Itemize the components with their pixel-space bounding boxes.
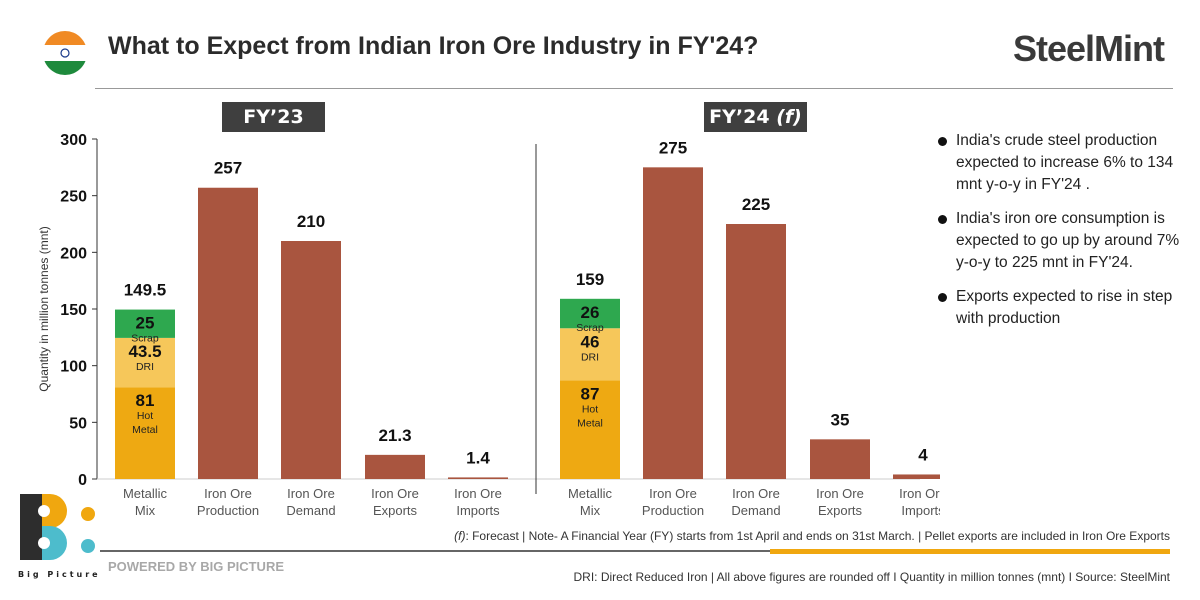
y-tick-label: 150 bbox=[60, 302, 87, 319]
segment-name-label: Hot bbox=[582, 403, 598, 415]
bar-value-label: 35 bbox=[831, 410, 850, 429]
note-item: India's crude steel production expected … bbox=[938, 130, 1188, 196]
note-item: Exports expected to rise in step with pr… bbox=[938, 286, 1188, 330]
y-tick-label: 50 bbox=[69, 415, 87, 432]
steelmint-logo: SteelMint bbox=[1012, 28, 1165, 69]
page-title: What to Expect from Indian Iron Ore Indu… bbox=[108, 32, 759, 60]
x-tick-label: Iron Ore bbox=[287, 486, 335, 501]
x-tick-label: Iron Ore bbox=[454, 486, 502, 501]
segment-name-label: Metal bbox=[577, 417, 603, 429]
x-tick-label: Iron Ore bbox=[649, 486, 697, 501]
y-tick-label: 250 bbox=[60, 189, 87, 206]
x-tick-label: Iron Ore bbox=[899, 486, 940, 501]
bar-segment-dri bbox=[115, 337, 175, 388]
x-tick-label: Metallic bbox=[568, 486, 613, 501]
x-tick-label: Exports bbox=[373, 503, 418, 518]
bar-value-label: 4 bbox=[918, 445, 928, 464]
segment-value-label: 46 bbox=[581, 332, 600, 351]
segment-value-label: 43.5 bbox=[128, 342, 161, 361]
bar-segment-dri bbox=[560, 328, 620, 381]
footer-line bbox=[100, 550, 1170, 552]
bar-segment-hot-metal bbox=[115, 387, 175, 479]
forecast-note: (f): Forecast | Note- A Financial Year (… bbox=[454, 529, 1170, 543]
bar-value-label: 225 bbox=[742, 195, 770, 214]
y-axis-label: Quantity in million tonnes (mnt) bbox=[37, 226, 51, 391]
bar-iron-ore-demand bbox=[726, 224, 786, 479]
x-tick-label: Iron Ore bbox=[371, 486, 419, 501]
segment-name-label: Metal bbox=[132, 424, 158, 436]
x-tick-label: Demand bbox=[286, 503, 335, 518]
x-tick-label: Metallic bbox=[123, 486, 168, 501]
panel-label-fy24: FY’24 (f) bbox=[704, 102, 807, 132]
y-tick-label: 0 bbox=[78, 472, 87, 489]
y-tick-label: 100 bbox=[60, 359, 87, 376]
segment-name-label: Hot bbox=[137, 410, 153, 422]
x-tick-label: Mix bbox=[580, 503, 601, 518]
segment-value-label: 25 bbox=[136, 314, 155, 333]
bar-total-label: 159 bbox=[576, 270, 604, 289]
x-tick-label: Production bbox=[197, 503, 259, 518]
bar-iron-ore-imports bbox=[893, 474, 940, 479]
x-tick-label: Exports bbox=[818, 503, 863, 518]
key-notes: India's crude steel production expected … bbox=[938, 130, 1188, 342]
bar-value-label: 210 bbox=[297, 212, 325, 231]
bar-iron-ore-production bbox=[198, 187, 258, 479]
x-tick-label: Mix bbox=[135, 503, 156, 518]
bar-chart: 0 50 100 150 200 250 300 Quantity in million to… bbox=[37, 132, 940, 518]
bar-total-label: 149.5 bbox=[124, 281, 167, 300]
segment-value-label: 81 bbox=[136, 391, 155, 410]
footer-accent-line bbox=[770, 549, 1170, 554]
bar-value-label: 275 bbox=[659, 138, 687, 157]
segment-name-label: DRI bbox=[136, 361, 154, 373]
x-tick-label: Imports bbox=[456, 503, 500, 518]
x-tick-label: Iron Ore bbox=[816, 486, 864, 501]
bar-iron-ore-demand bbox=[281, 241, 341, 479]
segment-name-label: Scrap bbox=[131, 333, 159, 345]
segment-name-label: DRI bbox=[581, 351, 599, 363]
note-item: India's iron ore consumption is expected… bbox=[938, 208, 1188, 274]
x-tick-label: Production bbox=[642, 503, 704, 518]
bar-segment-hot-metal bbox=[560, 380, 620, 479]
bar-iron-ore-exports bbox=[810, 439, 870, 479]
segment-name-label: Scrap bbox=[576, 322, 604, 334]
big-picture-brand: Big Picture bbox=[18, 570, 101, 579]
source-note: DRI: Direct Reduced Iron | All above fig… bbox=[573, 570, 1170, 584]
x-tick-label: Iron Ore bbox=[204, 486, 252, 501]
bar-segment-scrap bbox=[560, 298, 620, 329]
segment-value-label: 26 bbox=[581, 303, 600, 322]
bar-iron-ore-exports bbox=[365, 454, 425, 479]
big-picture-logo-icon bbox=[20, 494, 95, 560]
y-tick-label: 200 bbox=[60, 245, 87, 262]
bar-value-label: 1.4 bbox=[466, 448, 490, 467]
x-tick-label: Demand bbox=[731, 503, 780, 518]
divider bbox=[95, 88, 1173, 89]
bar-value-label: 21.3 bbox=[378, 426, 411, 445]
india-flag-icon bbox=[43, 31, 87, 75]
x-tick-label: Iron Ore bbox=[732, 486, 780, 501]
panel-label-fy23: FY’23 bbox=[222, 102, 325, 132]
bar-iron-ore-production bbox=[643, 167, 703, 480]
segment-value-label: 87 bbox=[581, 384, 600, 403]
bar-iron-ore-imports bbox=[448, 477, 508, 479]
powered-by: POWERED BY BIG PICTURE bbox=[108, 559, 285, 574]
bar-segment-scrap bbox=[115, 309, 175, 338]
y-tick-label: 300 bbox=[60, 132, 87, 149]
bar-value-label: 257 bbox=[214, 159, 242, 178]
x-tick-label: Imports bbox=[901, 503, 940, 518]
